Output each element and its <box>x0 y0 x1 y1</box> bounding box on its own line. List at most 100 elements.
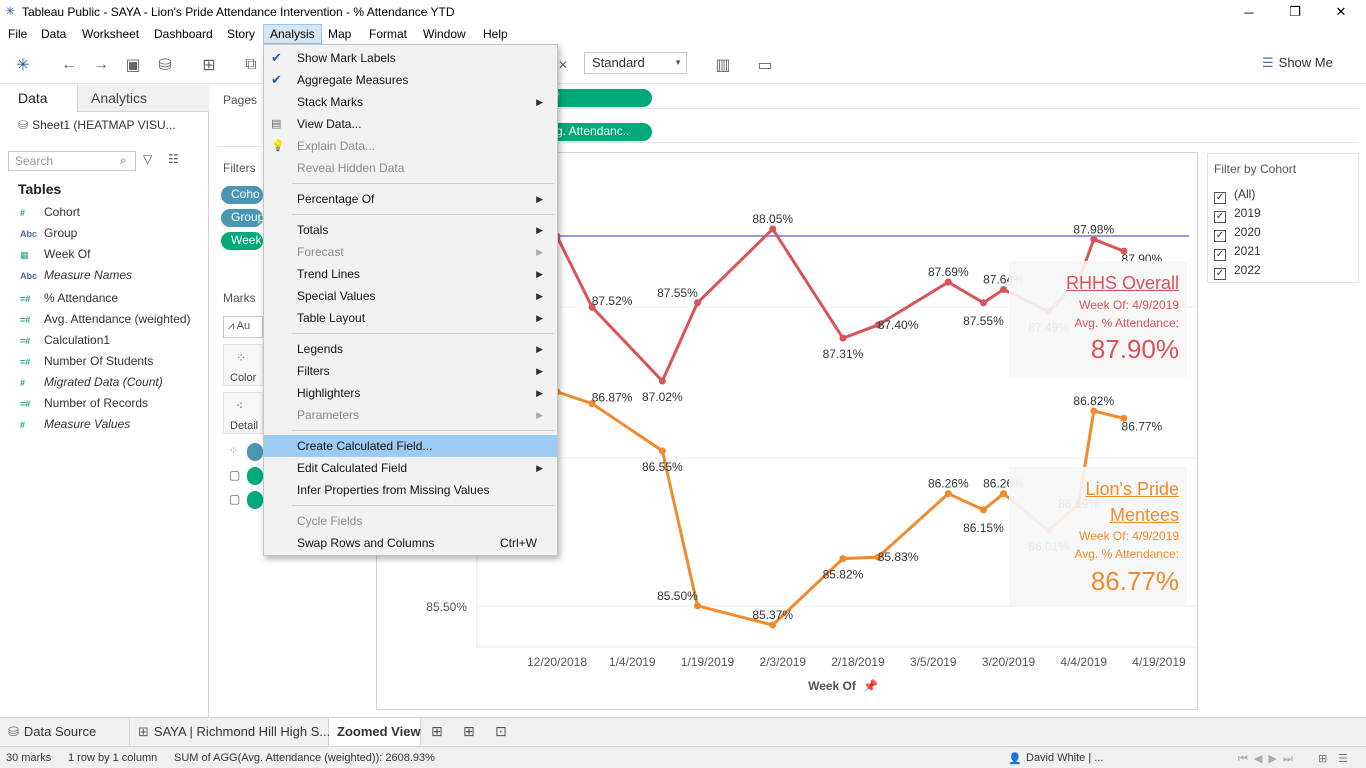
menu-item-swap-rows-and-columns[interactable]: Swap Rows and Columns Ctrl+W <box>264 532 557 554</box>
chart-type-icon[interactable]: ▥ <box>715 57 731 74</box>
field-measure[interactable]: # Migrated Data (Count) <box>20 375 163 396</box>
checkbox-checked-icon[interactable]: ✓ <box>1214 192 1226 204</box>
field-name: Group <box>44 226 78 240</box>
new-worksheet-icon[interactable]: ⊞ <box>431 723 443 739</box>
filter-pill-week[interactable]: Week <box>221 232 263 250</box>
tab-zoomed-view[interactable]: Zoomed View <box>329 718 421 746</box>
search-input[interactable]: Search <box>8 151 136 171</box>
filter-pill-group[interactable]: Group <box>221 209 263 227</box>
menu-story[interactable]: Story <box>227 27 256 41</box>
new-worksheet-icon[interactable]: ⊞ <box>202 57 216 74</box>
menu-item-show-mark-labels[interactable]: ✔ Show Mark Labels <box>264 47 557 69</box>
grid-view-icon[interactable]: ⊞ <box>1318 753 1328 765</box>
new-dashboard-icon[interactable]: ⊞ <box>463 723 475 739</box>
new-datasource-icon[interactable]: ⛁ <box>158 57 172 74</box>
menu-separator <box>292 214 554 215</box>
pages-shelf[interactable] <box>217 85 261 147</box>
menu-data[interactable]: Data <box>41 27 67 41</box>
presentation-icon[interactable]: ▭ <box>757 57 773 74</box>
tooltip-rhhs-metric-label: Avg. % Attendance: <box>1074 316 1179 330</box>
duplicate-icon[interactable]: ⧉ <box>245 56 257 73</box>
field-measure[interactable]: =# Number of Records <box>20 396 148 417</box>
menu-help[interactable]: Help <box>483 27 508 41</box>
menu-item-table-layout[interactable]: Table Layout ▶ <box>264 307 557 329</box>
field-measure[interactable]: =# % Attendance <box>20 291 118 312</box>
color-label: Color <box>230 372 257 384</box>
menu-item-create-calculated-field[interactable]: Create Calculated Field... <box>264 435 557 457</box>
tooltip-field-pill-2[interactable] <box>247 491 263 509</box>
mark-type-select[interactable]: ⩘ Au <box>223 316 263 338</box>
color-mark-button[interactable]: ⁘ Color <box>223 344 263 386</box>
visualization-area[interactable]: 12/20/2018 1/4/2019 1/19/2019 2/3/2019 2/18/… <box>376 152 1198 710</box>
filter-option[interactable]: ✓ 2020 <box>1214 225 1261 244</box>
menu-analysis[interactable]: Analysis <box>263 24 322 44</box>
field-dimension[interactable]: Abc Group <box>20 226 77 247</box>
menu-window[interactable]: Window <box>423 27 466 41</box>
field-dimension[interactable]: # Cohort <box>20 205 80 226</box>
color-field-pill[interactable] <box>247 443 263 461</box>
columns-shelf[interactable] <box>556 87 1358 109</box>
filter-icon[interactable]: ▽ <box>143 152 153 166</box>
filter-option-label: 2020 <box>1234 225 1261 239</box>
redo-icon[interactable]: → <box>93 56 109 73</box>
menu-item-special-values[interactable]: Special Values ▶ <box>264 285 557 307</box>
filter-option[interactable]: ✓ 2019 <box>1214 206 1261 225</box>
clear-sheet-icon[interactable]: ✕ <box>557 58 569 72</box>
menu-file[interactable]: File <box>8 27 28 41</box>
field-measure[interactable]: =# Number Of Students <box>20 354 153 375</box>
tab-dashboard[interactable]: ⊞ SAYA | Richmond Hill High S... <box>130 718 330 746</box>
field-dimension[interactable]: ▦ Week Of <box>20 247 90 268</box>
menu-item-totals[interactable]: Totals ▶ <box>264 219 557 241</box>
menu-item-stack-marks[interactable]: Stack Marks ▶ <box>264 91 557 113</box>
rows-pill[interactable]: vg. Attendanc.. <box>550 123 652 141</box>
restore-button[interactable]: ❐ <box>1289 4 1301 19</box>
checkbox-checked-icon[interactable]: ✓ <box>1214 211 1226 223</box>
menu-item-percentage-of[interactable]: Percentage Of ▶ <box>264 188 557 210</box>
list-view-icon[interactable]: ☰ <box>1338 753 1348 765</box>
field-measure[interactable]: # Measure Values <box>20 417 130 438</box>
columns-pill[interactable]: f <box>550 89 652 107</box>
menu-item-view-data[interactable]: ▤ View Data... <box>264 113 557 135</box>
menu-dashboard[interactable]: Dashboard <box>154 27 213 41</box>
field-measure[interactable]: =# Calculation1 <box>20 333 110 354</box>
status-user[interactable]: David White | ... <box>1026 752 1104 764</box>
checkbox-checked-icon[interactable]: ✓ <box>1214 230 1226 242</box>
tab-analytics[interactable]: Analytics <box>77 85 209 112</box>
rows-shelf[interactable] <box>556 121 1358 143</box>
undo-icon[interactable]: ← <box>61 56 77 73</box>
menu-item-highlighters[interactable]: Highlighters ▶ <box>264 382 557 404</box>
filter-option[interactable]: ✓ 2022 <box>1214 263 1261 282</box>
filter-option[interactable]: ✓ 2021 <box>1214 244 1261 263</box>
menu-item-trend-lines[interactable]: Trend Lines ▶ <box>264 263 557 285</box>
checkbox-checked-icon[interactable]: ✓ <box>1214 249 1226 261</box>
field-measure[interactable]: =# Avg. Attendance (weighted) <box>20 312 191 333</box>
field-dimension[interactable]: Abc Measure Names <box>20 268 132 289</box>
menu-item-infer-properties-from-missing-values[interactable]: Infer Properties from Missing Values <box>264 479 557 501</box>
menu-worksheet[interactable]: Worksheet <box>82 27 140 41</box>
sheet-nav-icons[interactable]: ⏮◀▶⏭ <box>1238 753 1299 765</box>
menu-item-aggregate-measures[interactable]: ✔ Aggregate Measures <box>264 69 557 91</box>
datasource-item[interactable]: ⛁ Sheet1 (HEATMAP VISU... <box>18 118 176 132</box>
view-options-icon[interactable]: ☷ <box>168 152 179 166</box>
minimize-button[interactable]: ─ <box>1244 4 1254 20</box>
filter-option[interactable]: ✓ (All) <box>1214 187 1255 206</box>
menu-item-edit-calculated-field[interactable]: Edit Calculated Field ▶ <box>264 457 557 479</box>
save-icon[interactable]: ▣ <box>125 57 141 74</box>
tableau-logo-icon[interactable]: ✳ <box>16 57 30 74</box>
tooltip-field-pill-1[interactable] <box>247 467 263 485</box>
tab-data-source[interactable]: ⛁ Data Source <box>0 718 130 746</box>
menu-item-filters[interactable]: Filters ▶ <box>264 360 557 382</box>
view-size-select[interactable]: Standard ▼ <box>584 52 687 74</box>
menu-map[interactable]: Map <box>328 27 352 41</box>
menu-format[interactable]: Format <box>369 27 408 41</box>
tab-data[interactable]: Data <box>0 85 77 112</box>
show-me-button[interactable]: ☰ Show Me <box>1262 55 1333 71</box>
close-button[interactable]: ✕ <box>1335 4 1347 19</box>
data-label: 87.02% <box>642 390 683 404</box>
new-story-icon[interactable]: ⊡ <box>495 723 507 739</box>
menu-item-legends[interactable]: Legends ▶ <box>264 338 557 360</box>
filter-pill-cohort[interactable]: Coho <box>221 186 263 204</box>
line-chart[interactable]: 12/20/2018 1/4/2019 1/19/2019 2/3/2019 2/18/… <box>377 153 1197 709</box>
checkbox-checked-icon[interactable]: ✓ <box>1214 268 1226 280</box>
detail-mark-button[interactable]: ⁖ Detail <box>223 392 263 434</box>
